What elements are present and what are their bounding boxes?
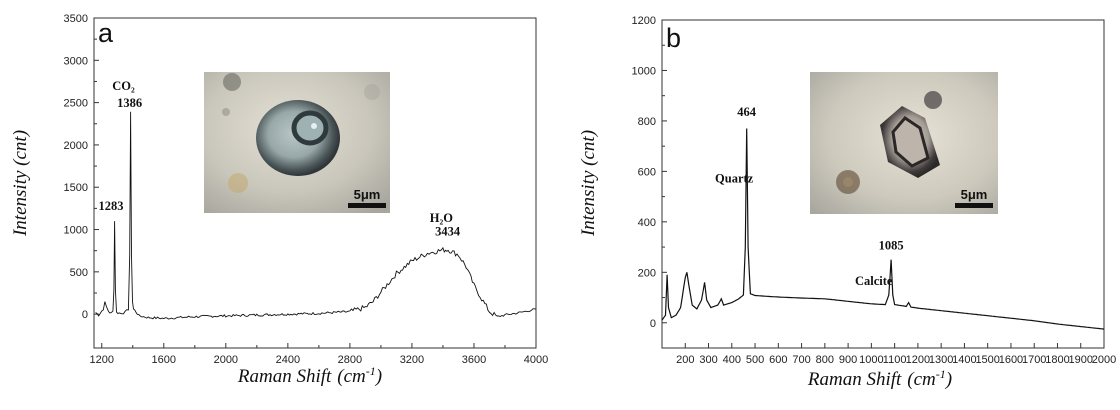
annotation-b-0: 464 xyxy=(737,105,757,119)
y-tick-label-b-2: 400 xyxy=(638,217,656,229)
y-tick-label-b-1: 200 xyxy=(638,267,656,279)
x-tick-label-b-18: 2000 xyxy=(1092,354,1116,366)
panel-label-b: b xyxy=(666,23,681,53)
annotation-a-3: H₂O xyxy=(430,211,453,225)
y-tick-label-a-6: 3000 xyxy=(64,55,88,67)
x-tick-label-b-16: 1800 xyxy=(1045,354,1069,366)
x-tick-label-b-7: 900 xyxy=(839,354,857,366)
y-tick-label-b-6: 1200 xyxy=(632,15,656,27)
x-tick-label-a-0: 1200 xyxy=(90,354,114,366)
x-tick-label-b-3: 500 xyxy=(746,354,764,366)
x-axis-title-name-b: Raman Shift xyxy=(807,369,902,390)
y-tick-label-a-7: 3500 xyxy=(64,13,88,25)
annotation-a-0: CO₂ xyxy=(112,79,135,93)
y-tick-label-a-2: 1000 xyxy=(64,225,88,237)
annotations-b: 464 Quartz 1085 Calcite xyxy=(715,105,904,288)
x-tick-label-a-3: 2400 xyxy=(276,354,300,366)
y-tick-label-a-4: 2000 xyxy=(64,140,88,152)
panel-a: 0 500 1000 1500 2000 2500 3000 3500 1200 1600 2000… xyxy=(10,13,548,387)
y-tick-label-a-5: 2500 xyxy=(64,98,88,110)
y-tick-label-a-1: 500 xyxy=(70,267,88,279)
x-axis-title-unit-b: (cm xyxy=(907,369,935,390)
x-tick-label-a-1: 1600 xyxy=(152,354,176,366)
x-tick-label-b-13: 1500 xyxy=(975,354,999,366)
x-axis-title-b: Raman Shift (cm-1) xyxy=(807,367,952,390)
x-axis-title-name-a: Raman Shift xyxy=(237,366,332,387)
y-tick-label-b-0: 0 xyxy=(650,318,656,330)
x-axis-title-sup-b: -1 xyxy=(936,367,946,381)
scale-bar-label-a: 5μm xyxy=(354,187,381,202)
x-tick-label-b-1: 300 xyxy=(699,354,717,366)
tick-labels-b: 0 200 400 600 800 1000 1200 200 300 400 500 600 700 8… xyxy=(632,15,1117,366)
x-tick-label-b-14: 1600 xyxy=(999,354,1023,366)
x-axis-title-a: Raman Shift (cm-1) xyxy=(237,364,382,387)
x-tick-label-a-6: 3600 xyxy=(462,354,486,366)
y-axis-title-b: Intensity (cnt) xyxy=(578,130,599,237)
scale-bar-a xyxy=(348,203,386,208)
inset-micrograph-b: 5μm xyxy=(810,72,998,214)
x-tick-label-b-12: 1400 xyxy=(952,354,976,366)
y-axis-title-a: Intensity (cnt) xyxy=(10,130,31,237)
x-axis-title-close-b: ) xyxy=(945,369,952,390)
annotation-a-4: 3434 xyxy=(435,224,461,238)
x-tick-label-a-7: 4000 xyxy=(524,354,548,366)
x-tick-label-b-2: 400 xyxy=(723,354,741,366)
x-tick-label-b-8: 1000 xyxy=(859,354,883,366)
annotation-b-3: Calcite xyxy=(855,274,893,288)
plot-frame-a xyxy=(93,17,537,349)
y-tick-label-b-5: 1000 xyxy=(632,65,656,77)
axis-ticks-a xyxy=(94,17,537,348)
x-tick-label-a-4: 2800 xyxy=(338,354,362,366)
x-tick-label-b-0: 200 xyxy=(676,354,694,366)
annotation-a-1: 1386 xyxy=(117,96,142,110)
inset-micrograph-a: 5μm xyxy=(204,72,390,213)
panel-label-a: a xyxy=(98,18,114,48)
y-tick-label-b-4: 800 xyxy=(638,116,656,128)
x-tick-label-b-10: 1200 xyxy=(906,354,930,366)
spectrum-line-a xyxy=(95,111,537,320)
panel-b: 0 200 400 600 800 1000 1200 200 300 400 500 600 700 8… xyxy=(578,15,1116,390)
x-tick-label-b-5: 700 xyxy=(792,354,810,366)
x-tick-label-b-4: 600 xyxy=(769,354,787,366)
plot-frame-b xyxy=(661,19,1105,349)
scale-bar-label-b: 5μm xyxy=(961,187,988,202)
x-tick-label-b-15: 1700 xyxy=(1022,354,1046,366)
x-tick-label-a-5: 3200 xyxy=(400,354,424,366)
tick-labels-a: 0 500 1000 1500 2000 2500 3000 3500 1200 1600 2000… xyxy=(64,13,549,366)
annotation-b-2: 1085 xyxy=(879,239,904,253)
scale-bar-b xyxy=(955,203,993,208)
x-axis-title-sup-a: -1 xyxy=(366,364,376,378)
annotation-a-2: 1283 xyxy=(99,199,124,213)
y-tick-label-a-3: 1500 xyxy=(64,182,88,194)
annotation-b-1: Quartz xyxy=(715,172,754,186)
axis-ticks-b xyxy=(662,19,1105,348)
x-axis-title-unit-a: (cm xyxy=(337,366,365,387)
x-tick-label-b-11: 1300 xyxy=(929,354,953,366)
y-tick-label-a-0: 0 xyxy=(82,309,88,321)
y-tick-label-b-3: 600 xyxy=(638,166,656,178)
x-tick-label-b-9: 1100 xyxy=(883,354,907,366)
x-axis-title-close-a: ) xyxy=(375,366,382,387)
x-tick-label-b-17: 1900 xyxy=(1068,354,1092,366)
x-tick-label-a-2: 2000 xyxy=(214,354,238,366)
x-tick-label-b-6: 800 xyxy=(816,354,834,366)
spectrum-line-b xyxy=(661,128,1105,330)
